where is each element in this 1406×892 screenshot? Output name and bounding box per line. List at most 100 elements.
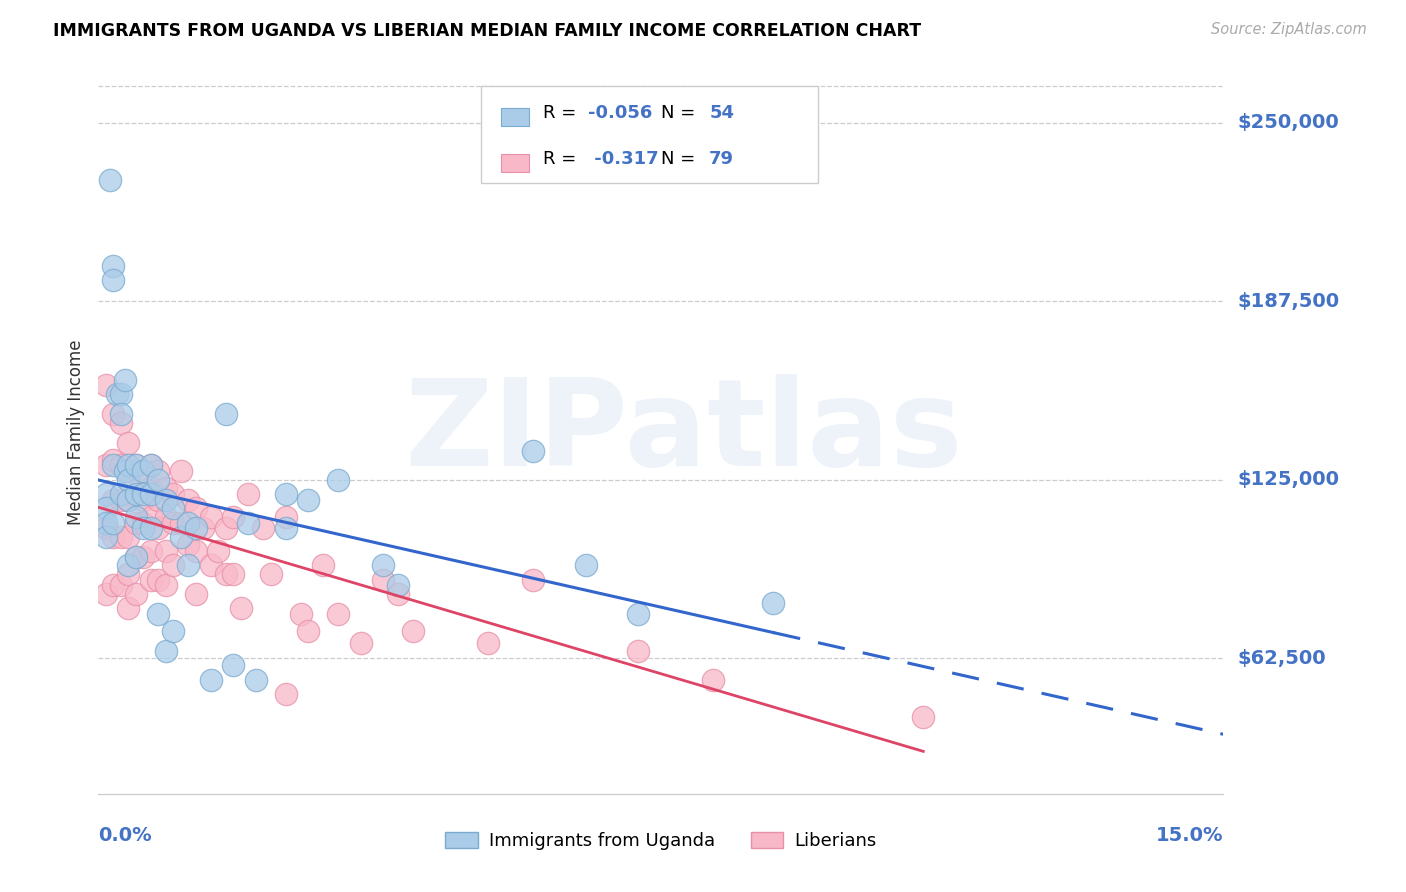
Point	[200, 558, 222, 573]
Point	[117, 566, 139, 581]
Text: 0.0%: 0.0%	[98, 826, 152, 846]
Point	[103, 259, 125, 273]
Point	[762, 595, 785, 609]
Point	[260, 566, 283, 581]
Point	[297, 492, 319, 507]
Point	[184, 587, 207, 601]
Point	[114, 464, 136, 478]
Point	[139, 521, 162, 535]
Point	[229, 601, 252, 615]
Text: N =: N =	[661, 150, 700, 168]
Point	[139, 544, 162, 558]
Point	[148, 473, 170, 487]
Point	[215, 521, 238, 535]
FancyBboxPatch shape	[501, 108, 529, 126]
Point	[148, 492, 170, 507]
Point	[94, 458, 117, 473]
Point	[312, 558, 335, 573]
Point	[177, 558, 200, 573]
Point	[117, 492, 139, 507]
Point	[222, 658, 245, 673]
FancyBboxPatch shape	[501, 154, 529, 172]
Point	[177, 492, 200, 507]
Text: $125,000: $125,000	[1237, 470, 1339, 489]
Point	[184, 501, 207, 516]
Point	[215, 407, 238, 421]
Point	[162, 558, 184, 573]
Point	[117, 458, 139, 473]
Point	[132, 464, 155, 478]
Point	[274, 509, 297, 524]
Point	[297, 624, 319, 639]
Point	[193, 521, 215, 535]
Point	[162, 501, 184, 516]
Point	[117, 530, 139, 544]
Point	[139, 458, 162, 473]
Text: IMMIGRANTS FROM UGANDA VS LIBERIAN MEDIAN FAMILY INCOME CORRELATION CHART: IMMIGRANTS FROM UGANDA VS LIBERIAN MEDIA…	[53, 22, 921, 40]
Point	[155, 578, 177, 592]
Point	[627, 607, 650, 621]
Point	[125, 549, 148, 564]
Point	[103, 458, 125, 473]
Point	[702, 673, 724, 687]
Point	[110, 458, 132, 473]
Point	[139, 509, 162, 524]
Text: ZIPatlas: ZIPatlas	[404, 374, 963, 491]
Point	[170, 464, 193, 478]
Point	[373, 558, 395, 573]
Point	[103, 578, 125, 592]
Point	[125, 516, 148, 530]
Point	[162, 624, 184, 639]
Point	[139, 573, 162, 587]
Point	[94, 587, 117, 601]
Point	[139, 487, 162, 501]
Point	[207, 544, 229, 558]
Point	[252, 521, 274, 535]
Point	[132, 487, 155, 501]
Point	[627, 644, 650, 658]
Point	[110, 407, 132, 421]
Point	[245, 673, 267, 687]
Point	[103, 452, 125, 467]
Point	[238, 487, 260, 501]
Point	[125, 458, 148, 473]
Text: $62,500: $62,500	[1237, 648, 1326, 668]
Point	[200, 509, 222, 524]
Point	[184, 521, 207, 535]
Point	[103, 273, 125, 287]
Point	[132, 549, 155, 564]
Point	[94, 530, 117, 544]
Point	[125, 587, 148, 601]
Text: R =: R =	[543, 104, 582, 122]
Point	[98, 173, 121, 187]
Point	[184, 544, 207, 558]
Point	[103, 516, 125, 530]
Point	[328, 473, 350, 487]
Point	[125, 549, 148, 564]
Legend: Immigrants from Uganda, Liberians: Immigrants from Uganda, Liberians	[439, 824, 883, 857]
Point	[139, 481, 162, 495]
Point	[155, 509, 177, 524]
Text: R =: R =	[543, 150, 582, 168]
Point	[522, 444, 544, 458]
Point	[177, 516, 200, 530]
Point	[110, 487, 132, 501]
Point	[373, 573, 395, 587]
Point	[132, 464, 155, 478]
Text: -0.056: -0.056	[588, 104, 652, 122]
Text: N =: N =	[661, 104, 700, 122]
Point	[139, 458, 162, 473]
Text: $250,000: $250,000	[1237, 113, 1339, 132]
Point	[148, 521, 170, 535]
Point	[105, 387, 128, 401]
Point	[274, 521, 297, 535]
Point	[477, 635, 499, 649]
Point	[170, 516, 193, 530]
Point	[387, 587, 409, 601]
Point	[162, 487, 184, 501]
Point	[350, 635, 373, 649]
FancyBboxPatch shape	[481, 86, 818, 184]
Point	[200, 673, 222, 687]
Point	[238, 516, 260, 530]
Point	[125, 509, 148, 524]
